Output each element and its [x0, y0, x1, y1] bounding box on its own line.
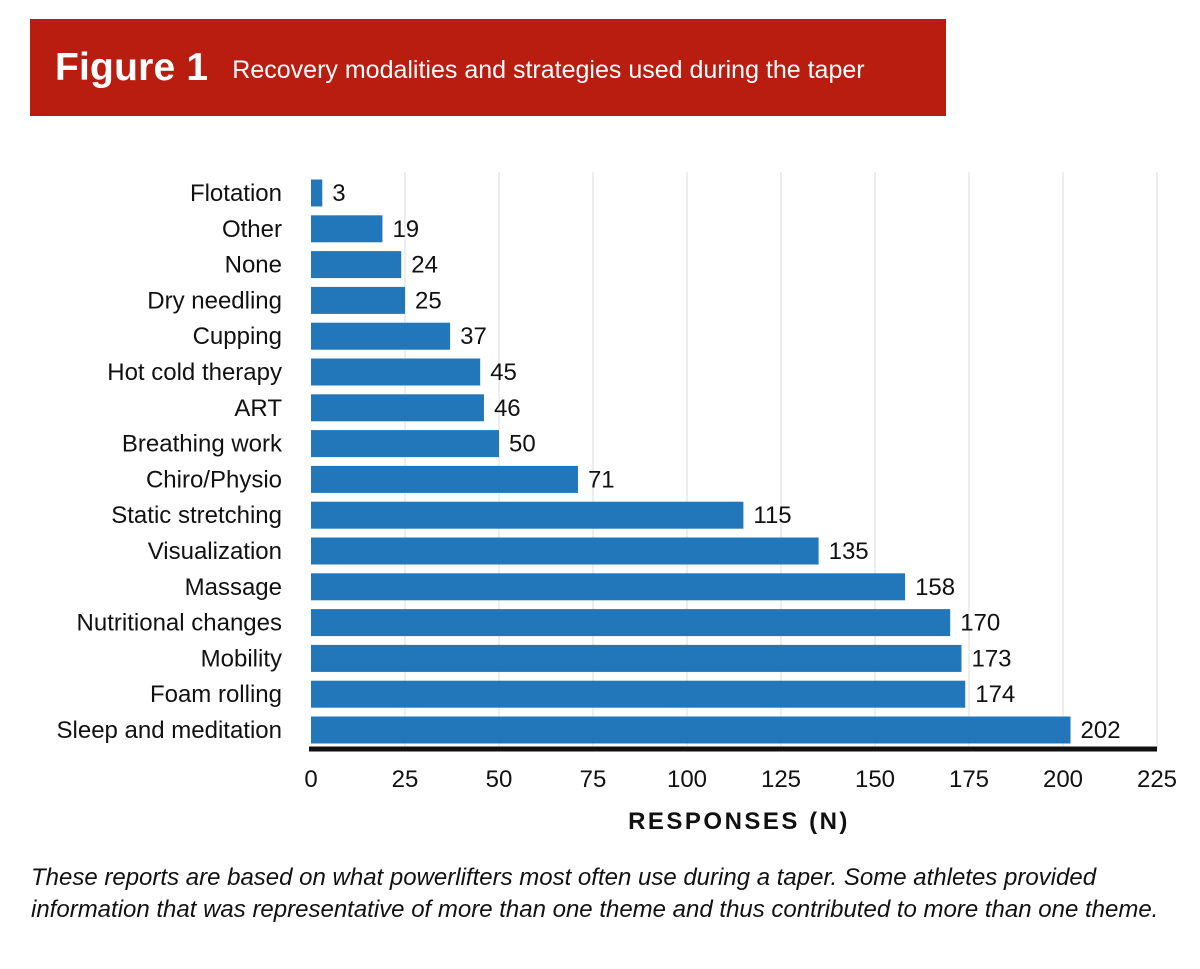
data-label: 45: [490, 359, 517, 386]
category-label: Visualization: [148, 538, 282, 565]
category-label: Sleep and meditation: [57, 717, 283, 744]
bar: [311, 394, 484, 422]
data-label: 170: [960, 610, 1000, 637]
bar: [311, 430, 499, 458]
bar: [311, 573, 906, 601]
category-label: Static stretching: [111, 502, 282, 529]
data-label: 19: [392, 216, 419, 243]
x-tick-label: 0: [304, 766, 317, 793]
x-axis-title: RESPONSES (N): [628, 808, 850, 835]
data-label: 3: [332, 180, 345, 207]
data-label: 50: [509, 431, 536, 458]
data-label: 46: [494, 395, 521, 422]
figure-caption: These reports are based on what powerlif…: [31, 864, 1159, 923]
data-label: 25: [415, 287, 442, 314]
x-tick-label: 75: [580, 766, 607, 793]
category-label: Dry needling: [147, 287, 282, 314]
category-label: ART: [234, 395, 282, 422]
x-tick-label: 125: [761, 766, 801, 793]
bar: [311, 322, 451, 350]
bar: [311, 286, 405, 314]
data-label: 71: [588, 466, 615, 493]
data-label: 37: [460, 323, 487, 350]
bar: [311, 251, 402, 279]
bar: [311, 215, 383, 243]
x-tick-label: 175: [949, 766, 989, 793]
x-tick-label: 225: [1137, 766, 1177, 793]
bar: [311, 179, 323, 207]
data-label: 24: [411, 252, 438, 279]
bar-chart: Flotation Other None Dry needling Cupping Hot…: [57, 172, 1177, 835]
data-label: 174: [975, 681, 1015, 708]
category-label: Breathing work: [122, 431, 283, 458]
x-tick-labels: 0 25 50 75 100 125 150 175 200 225: [304, 766, 1177, 793]
bar: [311, 358, 481, 386]
bar: [311, 537, 819, 565]
x-tick-label: 50: [486, 766, 513, 793]
category-labels: Flotation Other None Dry needling Cupping Hot…: [57, 180, 284, 744]
bar: [311, 644, 962, 672]
category-label: Flotation: [190, 180, 282, 207]
data-label: 115: [753, 502, 791, 529]
data-label: 202: [1081, 717, 1121, 744]
category-label: None: [225, 252, 282, 279]
bars: [311, 179, 1071, 744]
category-label: Foam rolling: [150, 681, 282, 708]
bar: [311, 716, 1071, 744]
x-tick-label: 150: [855, 766, 895, 793]
category-label: Mobility: [201, 645, 282, 672]
category-label: Hot cold therapy: [107, 359, 282, 386]
bar: [311, 465, 578, 493]
x-tick-label: 100: [667, 766, 707, 793]
data-label: 158: [915, 574, 955, 601]
figure-title: Recovery modalities and strategies used …: [232, 56, 865, 84]
category-label: Cupping: [193, 323, 282, 350]
data-label: 135: [829, 538, 869, 565]
bar: [311, 501, 744, 529]
data-label: 173: [971, 645, 1011, 672]
category-label: Other: [222, 216, 282, 243]
category-label: Nutritional changes: [77, 610, 282, 637]
category-label: Massage: [185, 574, 282, 601]
bar: [311, 680, 966, 708]
x-tick-label: 25: [392, 766, 419, 793]
x-tick-label: 200: [1043, 766, 1083, 793]
figure-label: Figure 1: [55, 45, 209, 89]
figure-banner: Figure 1 Recovery modalities and strateg…: [30, 19, 946, 116]
bar: [311, 609, 951, 637]
category-label: Chiro/Physio: [146, 466, 282, 493]
